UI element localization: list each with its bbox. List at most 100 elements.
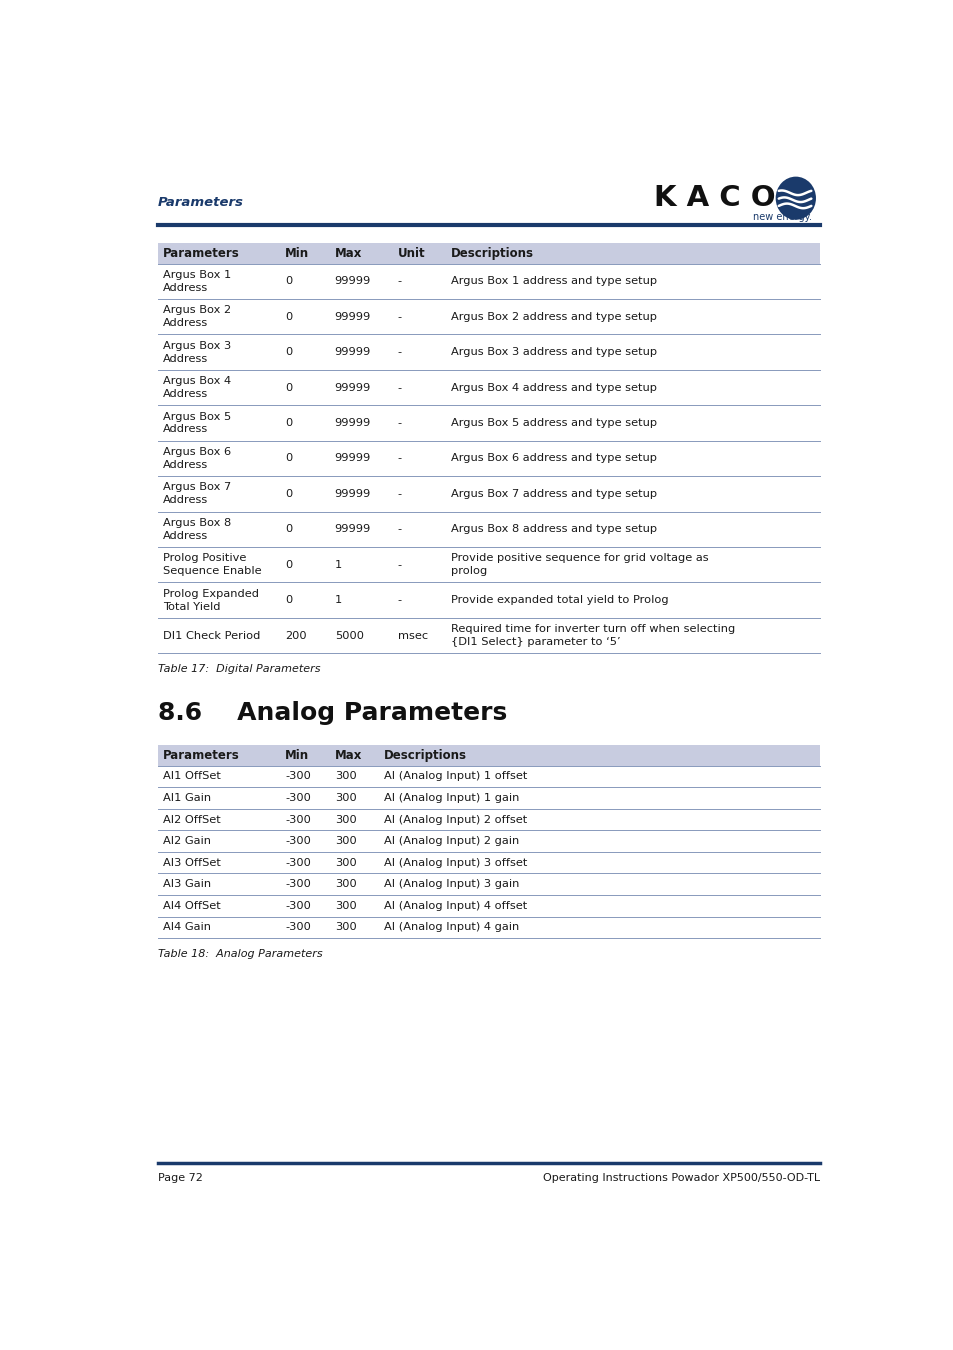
Text: AI (Analog Input) 2 offset: AI (Analog Input) 2 offset <box>384 814 527 825</box>
Text: Parameters: Parameters <box>158 196 244 208</box>
Text: 0: 0 <box>285 560 292 570</box>
Text: Argus Box 4 address and type setup: Argus Box 4 address and type setup <box>450 382 656 393</box>
Text: Descriptions: Descriptions <box>450 247 533 259</box>
Text: 300: 300 <box>335 900 356 911</box>
Text: Argus Box 8 address and type setup: Argus Box 8 address and type setup <box>450 524 656 535</box>
Text: -300: -300 <box>285 771 311 782</box>
Ellipse shape <box>775 177 815 220</box>
Text: Argus Box 5 address and type setup: Argus Box 5 address and type setup <box>450 418 656 428</box>
Text: 1: 1 <box>335 595 341 605</box>
Text: Argus Box 5
Address: Argus Box 5 Address <box>162 412 231 435</box>
Text: 0: 0 <box>285 277 292 286</box>
Text: -: - <box>397 524 401 535</box>
Text: Table 18:  Analog Parameters: Table 18: Analog Parameters <box>158 949 322 958</box>
Text: Argus Box 1
Address: Argus Box 1 Address <box>162 270 231 293</box>
Text: 0: 0 <box>285 312 292 321</box>
Text: msec: msec <box>397 630 427 640</box>
Text: 0: 0 <box>285 454 292 463</box>
Text: AI1 Gain: AI1 Gain <box>162 792 211 803</box>
Text: AI2 Gain: AI2 Gain <box>162 836 211 846</box>
Text: -300: -300 <box>285 836 311 846</box>
Text: 200: 200 <box>285 630 307 640</box>
Text: AI (Analog Input) 1 gain: AI (Analog Input) 1 gain <box>384 792 519 803</box>
Text: Argus Box 1 address and type setup: Argus Box 1 address and type setup <box>450 277 656 286</box>
Text: -300: -300 <box>285 814 311 825</box>
Text: -300: -300 <box>285 900 311 911</box>
Text: AI4 OffSet: AI4 OffSet <box>162 900 220 911</box>
Text: Argus Box 7
Address: Argus Box 7 Address <box>162 482 231 505</box>
Text: 99999: 99999 <box>335 382 371 393</box>
Text: -: - <box>397 312 401 321</box>
Text: Max: Max <box>335 749 362 761</box>
Text: Parameters: Parameters <box>162 247 239 259</box>
Text: AI1 OffSet: AI1 OffSet <box>162 771 220 782</box>
Text: Argus Box 2 address and type setup: Argus Box 2 address and type setup <box>450 312 656 321</box>
Text: 0: 0 <box>285 524 292 535</box>
Text: 300: 300 <box>335 879 356 890</box>
Text: -: - <box>397 277 401 286</box>
Text: Parameters: Parameters <box>162 749 239 761</box>
Text: 99999: 99999 <box>335 312 371 321</box>
Text: -300: -300 <box>285 922 311 933</box>
Text: -300: -300 <box>285 792 311 803</box>
Text: 99999: 99999 <box>335 347 371 358</box>
Text: AI4 Gain: AI4 Gain <box>162 922 211 933</box>
Text: -300: -300 <box>285 857 311 868</box>
Text: Prolog Expanded
Total Yield: Prolog Expanded Total Yield <box>162 589 258 612</box>
Text: Page 72: Page 72 <box>158 1173 203 1184</box>
Text: Max: Max <box>335 247 362 259</box>
Text: AI (Analog Input) 1 offset: AI (Analog Input) 1 offset <box>384 771 527 782</box>
Text: AI3 Gain: AI3 Gain <box>162 879 211 890</box>
Text: -: - <box>397 347 401 358</box>
Text: 0: 0 <box>285 595 292 605</box>
Text: 300: 300 <box>335 836 356 846</box>
Text: new energy.: new energy. <box>753 212 811 223</box>
Text: 300: 300 <box>335 922 356 933</box>
Text: AI (Analog Input) 3 offset: AI (Analog Input) 3 offset <box>384 857 527 868</box>
Text: 8.6    Analog Parameters: 8.6 Analog Parameters <box>158 701 507 725</box>
Text: Provide expanded total yield to Prolog: Provide expanded total yield to Prolog <box>450 595 667 605</box>
Text: Unit: Unit <box>397 247 425 259</box>
Text: Descriptions: Descriptions <box>384 749 467 761</box>
Text: 99999: 99999 <box>335 524 371 535</box>
Text: Argus Box 3 address and type setup: Argus Box 3 address and type setup <box>450 347 656 358</box>
Text: Required time for inverter turn off when selecting
{DI1 Select} parameter to ‘5’: Required time for inverter turn off when… <box>450 624 734 647</box>
Text: Argus Box 8
Address: Argus Box 8 Address <box>162 518 231 541</box>
Text: AI2 OffSet: AI2 OffSet <box>162 814 220 825</box>
Text: 300: 300 <box>335 771 356 782</box>
Text: 99999: 99999 <box>335 418 371 428</box>
Text: AI3 OffSet: AI3 OffSet <box>162 857 220 868</box>
Text: Operating Instructions Powador XP500/550-OD-TL: Operating Instructions Powador XP500/550… <box>542 1173 819 1184</box>
Text: 99999: 99999 <box>335 489 371 500</box>
Text: Table 17:  Digital Parameters: Table 17: Digital Parameters <box>158 664 320 674</box>
Text: AI (Analog Input) 4 offset: AI (Analog Input) 4 offset <box>384 900 527 911</box>
Text: 300: 300 <box>335 792 356 803</box>
Text: AI (Analog Input) 3 gain: AI (Analog Input) 3 gain <box>384 879 519 890</box>
Text: Min: Min <box>285 749 309 761</box>
Bar <box>158 243 819 263</box>
Text: Prolog Positive
Sequence Enable: Prolog Positive Sequence Enable <box>162 554 261 576</box>
Text: Argus Box 4
Address: Argus Box 4 Address <box>162 377 231 400</box>
Text: 0: 0 <box>285 347 292 358</box>
Text: 99999: 99999 <box>335 454 371 463</box>
Bar <box>158 745 819 765</box>
Text: -: - <box>397 595 401 605</box>
Text: 0: 0 <box>285 382 292 393</box>
Text: 5000: 5000 <box>335 630 363 640</box>
Text: -: - <box>397 560 401 570</box>
Text: Min: Min <box>285 247 309 259</box>
Text: -: - <box>397 489 401 500</box>
Text: -: - <box>397 418 401 428</box>
Text: 0: 0 <box>285 489 292 500</box>
Text: Argus Box 6 address and type setup: Argus Box 6 address and type setup <box>450 454 656 463</box>
Text: Argus Box 7 address and type setup: Argus Box 7 address and type setup <box>450 489 656 500</box>
Text: AI (Analog Input) 4 gain: AI (Analog Input) 4 gain <box>384 922 519 933</box>
Text: 300: 300 <box>335 857 356 868</box>
Text: DI1 Check Period: DI1 Check Period <box>162 630 260 640</box>
Text: -: - <box>397 382 401 393</box>
Text: Argus Box 2
Address: Argus Box 2 Address <box>162 305 231 328</box>
Text: -300: -300 <box>285 879 311 890</box>
Text: 0: 0 <box>285 418 292 428</box>
Text: K A C O: K A C O <box>654 184 775 212</box>
Text: -: - <box>397 454 401 463</box>
